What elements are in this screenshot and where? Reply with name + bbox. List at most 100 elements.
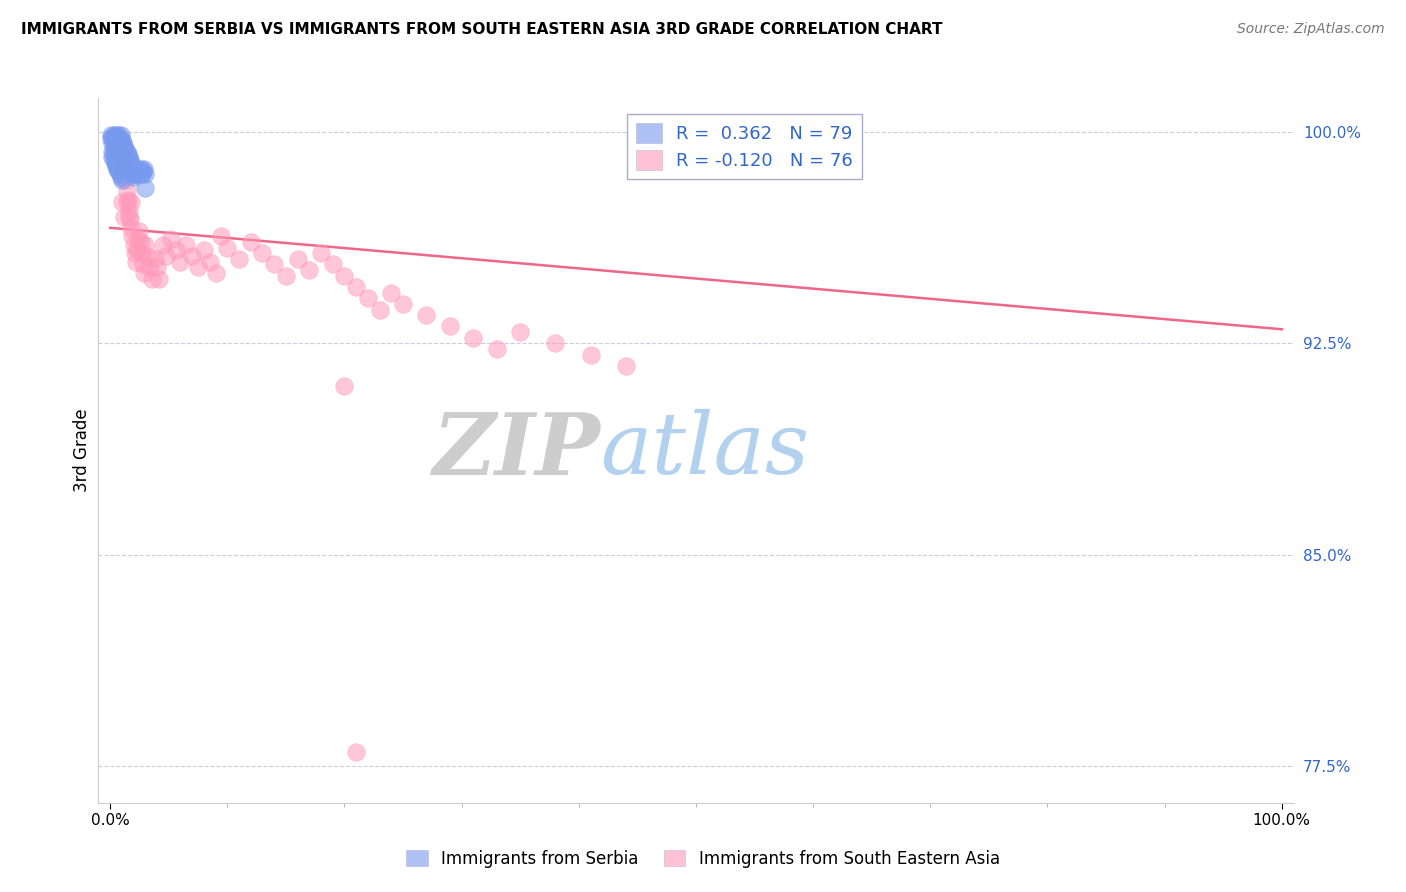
- Point: [439, 319, 461, 334]
- Point: [108, 145, 131, 159]
- Point: [125, 164, 148, 178]
- Point: [112, 145, 135, 159]
- Point: [112, 167, 135, 181]
- Point: [217, 240, 239, 254]
- Point: [152, 237, 174, 252]
- Point: [131, 167, 153, 181]
- Point: [509, 325, 531, 339]
- Point: [115, 195, 138, 210]
- Point: [117, 147, 139, 161]
- Point: [110, 169, 132, 184]
- Point: [132, 164, 155, 178]
- Point: [110, 128, 132, 142]
- Point: [110, 147, 132, 161]
- Point: [198, 254, 221, 268]
- Point: [114, 159, 136, 173]
- Point: [239, 235, 262, 249]
- Point: [105, 136, 128, 151]
- Point: [298, 263, 321, 277]
- Point: [120, 164, 142, 178]
- Point: [115, 145, 138, 159]
- Point: [110, 139, 132, 153]
- Point: [129, 235, 152, 249]
- Point: [120, 153, 141, 168]
- Point: [344, 745, 367, 759]
- Point: [357, 291, 380, 305]
- Point: [252, 246, 274, 260]
- Point: [111, 150, 134, 164]
- Point: [107, 159, 129, 173]
- Point: [111, 195, 134, 210]
- Point: [112, 153, 135, 168]
- Point: [103, 147, 125, 161]
- Point: [124, 246, 146, 260]
- Point: [211, 229, 233, 244]
- Point: [544, 336, 567, 351]
- Point: [105, 161, 128, 176]
- Point: [204, 266, 226, 280]
- Point: [155, 249, 177, 263]
- Point: [100, 128, 122, 142]
- Point: [112, 159, 135, 173]
- Point: [107, 133, 129, 147]
- Point: [128, 164, 150, 178]
- Point: [322, 257, 344, 271]
- Point: [105, 133, 128, 147]
- Point: [111, 173, 134, 187]
- Point: [181, 249, 204, 263]
- Point: [105, 136, 128, 151]
- Point: [127, 167, 149, 181]
- Point: [160, 232, 183, 246]
- Point: [122, 161, 145, 176]
- Point: [111, 150, 134, 164]
- Point: [136, 249, 159, 263]
- Point: [101, 150, 124, 164]
- Point: [148, 271, 170, 285]
- Text: IMMIGRANTS FROM SERBIA VS IMMIGRANTS FROM SOUTH EASTERN ASIA 3RD GRADE CORRELATI: IMMIGRANTS FROM SERBIA VS IMMIGRANTS FRO…: [21, 22, 942, 37]
- Point: [333, 378, 356, 392]
- Point: [485, 342, 508, 356]
- Point: [274, 268, 297, 283]
- Point: [101, 136, 124, 151]
- Point: [107, 139, 129, 153]
- Point: [105, 145, 128, 159]
- Point: [100, 130, 122, 145]
- Point: [193, 244, 215, 258]
- Point: [134, 181, 156, 195]
- Point: [121, 159, 143, 173]
- Point: [115, 184, 138, 198]
- Point: [107, 128, 129, 142]
- Point: [146, 260, 169, 275]
- Point: [108, 130, 131, 145]
- Point: [120, 195, 142, 210]
- Point: [101, 130, 124, 145]
- Point: [112, 136, 135, 151]
- Point: [118, 210, 141, 224]
- Point: [112, 210, 135, 224]
- Point: [114, 150, 136, 164]
- Text: ZIP: ZIP: [433, 409, 600, 492]
- Point: [120, 220, 142, 235]
- Point: [228, 252, 250, 266]
- Point: [114, 142, 136, 156]
- Point: [132, 161, 156, 176]
- Point: [143, 252, 166, 266]
- Point: [112, 156, 135, 170]
- Point: [105, 156, 128, 170]
- Point: [107, 147, 129, 161]
- Point: [117, 193, 139, 207]
- Point: [127, 244, 149, 258]
- Point: [333, 268, 356, 283]
- Point: [104, 130, 127, 145]
- Point: [108, 136, 131, 151]
- Point: [104, 156, 127, 170]
- Point: [103, 130, 125, 145]
- Legend: R =  0.362   N = 79, R = -0.120   N = 76: R = 0.362 N = 79, R = -0.120 N = 76: [627, 114, 862, 179]
- Point: [103, 153, 125, 168]
- Point: [103, 128, 125, 142]
- Point: [463, 331, 485, 345]
- Point: [134, 237, 156, 252]
- Point: [117, 156, 139, 170]
- Point: [111, 142, 134, 156]
- Point: [129, 161, 152, 176]
